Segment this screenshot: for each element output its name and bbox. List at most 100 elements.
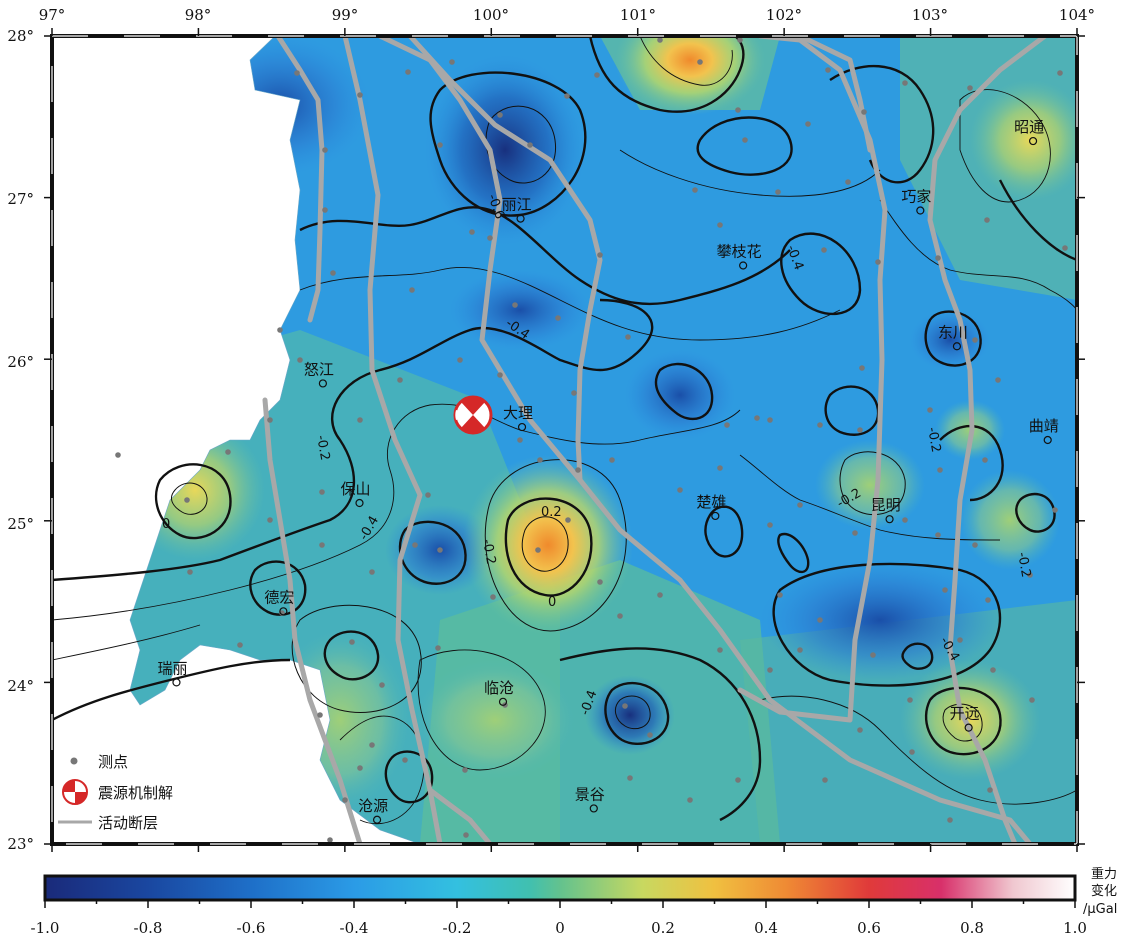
city-marker: 开远 [950, 705, 980, 732]
contour-line [1015, 492, 1056, 533]
colorbar-unit-line1: 重力 [1091, 866, 1117, 882]
colorbar-tick-label: 1.0 [1063, 919, 1087, 937]
fault-line [737, 36, 888, 723]
city-label: 景谷 [575, 785, 605, 803]
city-icon [372, 815, 382, 824]
lat-label: 26° [7, 353, 34, 371]
city-marker: 临沧 [484, 679, 514, 706]
colorbar-tick-label: -0.2 [443, 919, 472, 937]
city-icon [739, 261, 748, 270]
contour-line [829, 64, 935, 184]
lon-label: 97° [39, 6, 66, 24]
city-marker: 攀枝花 [717, 242, 762, 270]
colorbar-tick-label: -0.4 [340, 919, 369, 937]
city-label: 怒江 [304, 360, 334, 378]
city-label: 瑞丽 [157, 659, 187, 677]
city-marker: 昆明 [871, 496, 901, 524]
city-label: 攀枝花 [717, 242, 762, 260]
contour-line [604, 681, 670, 745]
city-icon [172, 678, 181, 687]
contour-line [52, 624, 201, 661]
lon-label: 104° [1059, 6, 1095, 24]
city-label: 巧家 [901, 188, 931, 206]
lon-label: 101° [620, 6, 656, 24]
city-label: 大理 [503, 404, 533, 422]
contour-line [249, 560, 307, 616]
city-label: 楚雄 [696, 493, 726, 511]
contour-line [998, 179, 1077, 262]
city-icon [916, 206, 925, 215]
lon-label: 99° [332, 6, 359, 24]
contour-line [384, 750, 434, 804]
contour-line [639, 36, 733, 86]
station-legend-icon [70, 757, 78, 765]
contour-line [299, 206, 791, 306]
city-marker: 楚雄 [696, 493, 726, 521]
city-icon [964, 723, 973, 732]
contour-label: 0 [548, 595, 556, 610]
contour-line [559, 647, 762, 822]
contour-line [759, 695, 1077, 805]
city-icon [498, 697, 508, 706]
city-label: 曲靖 [1029, 417, 1059, 435]
focal-legend-icon [62, 779, 88, 805]
city-icon [589, 804, 598, 813]
colorbar-tick-label: 0.4 [754, 919, 778, 937]
lon-label: 98° [185, 6, 212, 24]
contour-line [696, 116, 793, 176]
city-label: 昭通 [1014, 118, 1044, 136]
axis-labels: 97° 98° 99° 100° 101° 102° 103° 104° 28°… [7, 6, 1095, 853]
contour-line [654, 362, 714, 421]
city-label: 东川 [938, 323, 968, 341]
contour-line [291, 604, 422, 713]
city-icon [355, 498, 364, 508]
contour-lines [52, 36, 1077, 825]
city-marker: 巧家 [901, 188, 931, 215]
colorbar-tick-label: 0.8 [960, 919, 984, 937]
contour-line [429, 71, 587, 217]
city-icon [517, 422, 527, 432]
city-icon [516, 214, 525, 223]
map-frame [50, 34, 1079, 846]
lon-label: 102° [766, 6, 802, 24]
contour-label: -0.2 [1014, 551, 1033, 579]
contour-line [171, 482, 208, 515]
lat-label: 23° [7, 835, 34, 853]
city-marker: 保山 [340, 480, 371, 508]
contour-line [521, 516, 569, 572]
fault-line [262, 397, 363, 844]
fault-line [797, 36, 873, 153]
focal-mechanism-icon [453, 395, 493, 435]
city-label: 开远 [950, 705, 980, 723]
contour-line [619, 149, 881, 197]
fault-line [927, 36, 1048, 844]
contour-line [588, 36, 745, 113]
contour-label: -0.2 [479, 538, 498, 566]
city-label: 昆明 [871, 496, 901, 514]
city-label: 临沧 [484, 679, 514, 697]
colorbar-tick-label: 0 [555, 919, 565, 937]
contour-label: 0.2 [541, 505, 562, 520]
city-marker: 景谷 [575, 785, 605, 813]
contour-line [924, 686, 1002, 756]
city-marker: 曲靖 [1029, 417, 1059, 445]
city-label: 丽江 [502, 196, 532, 214]
contour-line [939, 425, 1004, 502]
fault-line [275, 36, 325, 323]
colorbar-tick-label: -1.0 [31, 919, 60, 937]
colorbar-scale [43, 874, 1077, 902]
city-icon [952, 342, 962, 351]
city-marker: 东川 [938, 323, 968, 351]
map-legend: 测点 震源机制解 活动断层 [58, 753, 173, 832]
contour-label: -0.2 [924, 426, 943, 454]
focal-legend-label: 震源机制解 [98, 784, 173, 802]
lat-label: 28° [7, 27, 34, 45]
city-marker: 瑞丽 [157, 659, 187, 687]
city-icon [318, 379, 327, 388]
contour-line [772, 562, 1002, 687]
city-icon [1028, 136, 1038, 146]
city-label: 沧源 [358, 797, 388, 815]
city-marker: 昭通 [1014, 118, 1044, 146]
